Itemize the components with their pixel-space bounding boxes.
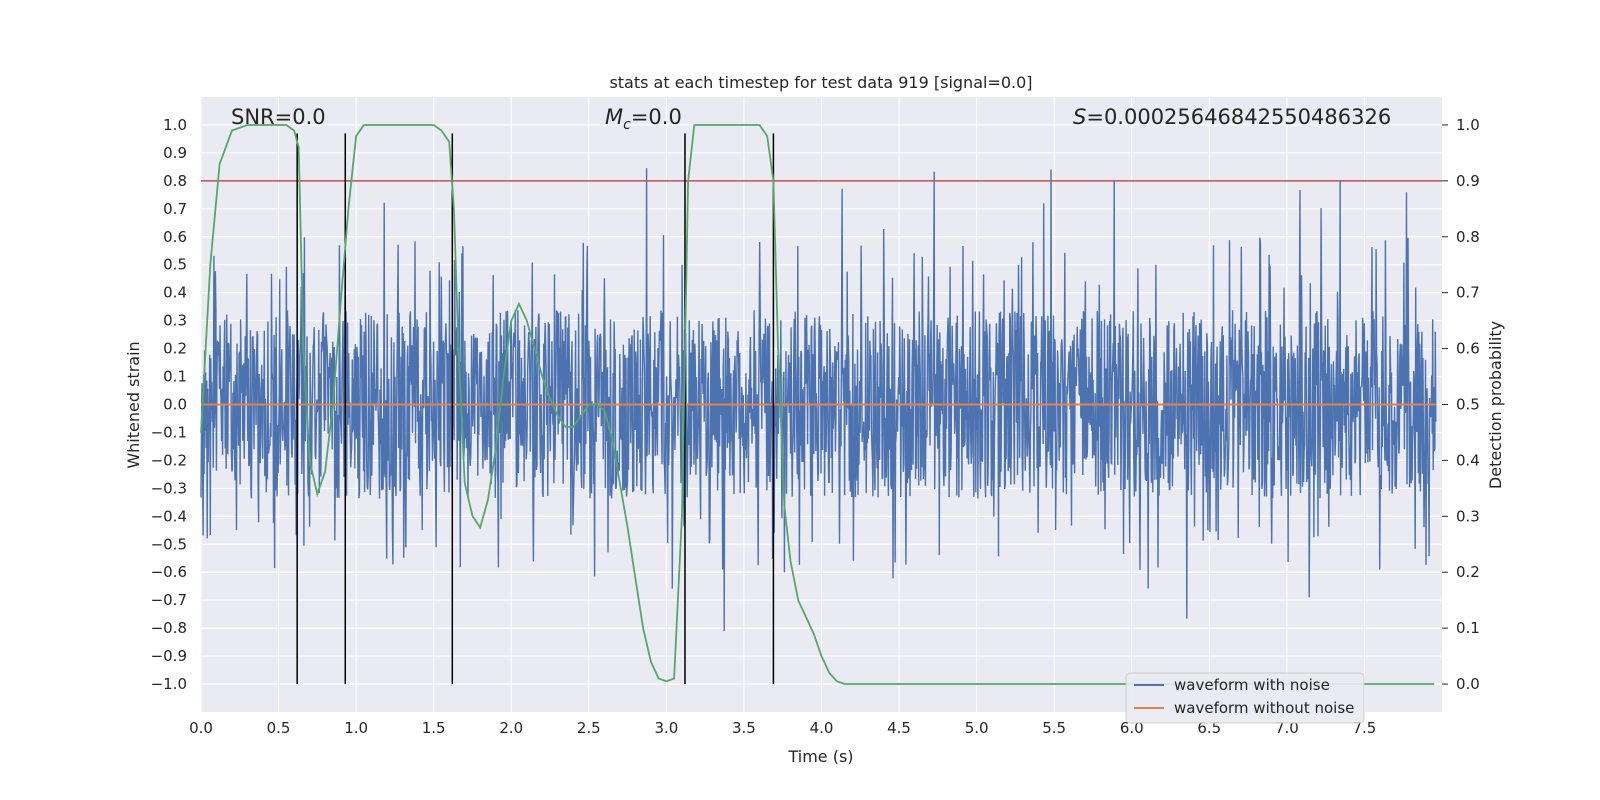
legend-label-clean: waveform without noise [1174,699,1354,717]
noise-line [200,168,1437,632]
legend-label-noise: waveform with noise [1174,676,1330,694]
y-tick-label: 0.6 [163,228,187,246]
y-tick-label: −0.2 [151,451,187,469]
y-right-tick-label: 0.4 [1456,451,1480,469]
y-tick-label: 0.0 [163,396,187,414]
y-right-tick-label: 1.0 [1456,116,1480,134]
y-right-tick-label: 0.6 [1456,340,1480,358]
y-tick-label: 0.3 [163,312,187,330]
y-axis-right-label: Detection probability [1486,321,1505,489]
y-tick-label: −0.5 [151,535,187,553]
legend: waveform with noise waveform without noi… [1125,672,1365,724]
x-axis-label: Time (s) [787,747,853,766]
x-tick-label: 4.5 [887,719,911,737]
y-right-tick-label: 0.7 [1456,284,1480,302]
s-annotation: S=0.00025646842550486326 [1073,105,1391,129]
y-axis-right: 1.0 0.9 0.8 0.7 0.6 0.5 0.4 0.3 0.2 0.1 0.0 [1442,116,1480,693]
x-tick-label: 1.0 [344,719,368,737]
series-detection-probability [200,124,1435,685]
x-tick-label: 5.5 [1042,719,1066,737]
y-tick-label: 0.9 [163,144,187,162]
y-right-tick-label: 0.3 [1456,507,1480,525]
y-axis-label: Whitened strain [124,341,143,468]
y-tick-label: −0.8 [151,619,187,637]
y-tick-label: 0.1 [163,368,187,386]
y-axis-left: 1.0 0.9 0.8 0.7 0.6 0.5 0.4 0.3 0.2 0.1 0.0 −0.1 −0.… [151,116,187,693]
y-tick-label: −0.9 [151,647,187,665]
x-tick-label: 4.0 [810,719,834,737]
y-right-tick-label: 0.2 [1456,563,1480,581]
x-tick-label: 3.0 [654,719,678,737]
y-tick-label: −0.7 [151,591,187,609]
y-tick-label: −0.6 [151,563,187,581]
y-right-tick-label: 0.9 [1456,172,1480,190]
chirp-mass-annotation: Mc=0.0 [605,105,682,133]
y-tick-label: 0.8 [163,172,187,190]
y-right-tick-label: 0.8 [1456,228,1480,246]
x-tick-label: 2.5 [577,719,601,737]
y-right-tick-label: 0.5 [1456,396,1480,414]
snr-annotation: SNR=0.0 [231,105,326,129]
event-markers [296,133,775,685]
series-waveform-with-noise [200,168,1437,632]
x-tick-label: 0.5 [267,719,291,737]
y-tick-label: 0.7 [163,200,187,218]
y-tick-label: 0.5 [163,256,187,274]
x-tick-label: 0.0 [189,719,213,737]
legend-box [1125,672,1365,724]
x-tick-label: 2.0 [499,719,523,737]
probability-line [200,124,1435,685]
y-tick-label: 0.4 [163,284,187,302]
chart-title: stats at each timestep for test data 919… [609,73,1032,92]
y-right-tick-label: 0.1 [1456,619,1480,637]
y-right-tick-label: 0.0 [1456,675,1480,693]
x-tick-label: 3.5 [732,719,756,737]
y-tick-label: 1.0 [163,116,187,134]
y-tick-label: −1.0 [151,675,187,693]
x-tick-label: 1.5 [422,719,446,737]
y-tick-label: 0.2 [163,340,187,358]
y-tick-label: −0.1 [151,423,187,441]
y-tick-label: −0.4 [151,507,187,525]
x-tick-label: 5.0 [965,719,989,737]
y-tick-label: −0.3 [151,479,187,497]
